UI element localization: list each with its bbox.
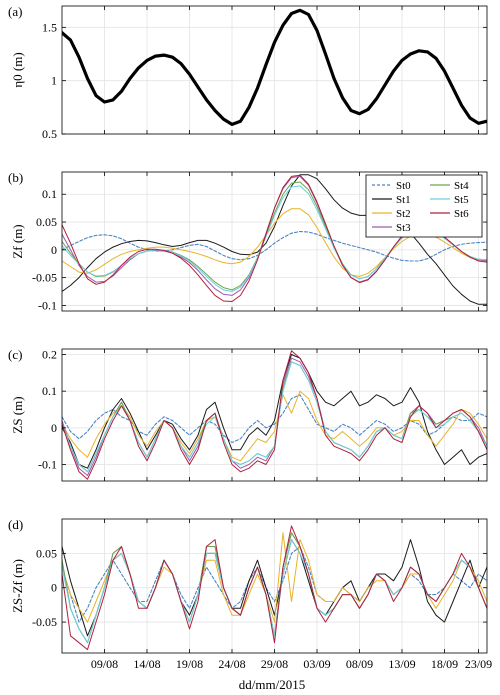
legend: St0 St1 St2 St3 St4 St5 St6 [365,174,483,238]
legend-label-st5: St5 [454,194,469,206]
series-group [62,350,487,480]
x-tick-label: 29/08 [261,657,288,671]
series-line-st6 [62,350,487,480]
y-tick-label: 0.1 [42,187,57,201]
y-tick-label: 0 [51,581,57,595]
y-tick-label: -0.05 [32,271,57,285]
y-tick-label: 0.1 [42,384,57,398]
x-axis-label: dd/mm/2015 [239,677,305,692]
x-tick-label: 08/09 [346,657,373,671]
y-tick-label: -0.1 [38,298,57,312]
x-tick-label: 24/08 [218,657,245,671]
panel-3: -0.1 0 0.1 0.2 (c) ZS (m) [8,347,488,482]
series-line-st0 [62,545,487,623]
x-tick-label: 09/08 [91,657,118,671]
y-tick-label: 0.05 [36,215,57,229]
series-line-st6 [62,525,487,651]
series-line-st0 [62,394,487,444]
y-tick-label: 0 [51,421,57,435]
panel-label: (c) [8,347,22,362]
y-tick-label: 1 [51,74,57,88]
series-line-eta0 [62,8,487,126]
panel-1: 0.5 1 1.5 (a) η0 (m) [8,4,488,141]
y-tick-label: -0.05 [32,615,57,629]
x-tick-label: 13/09 [388,657,415,671]
y-tick-label: 0.05 [36,546,57,560]
x-tick-label: 18/09 [431,657,458,671]
x-tick-label: 14/08 [133,657,160,671]
y-axis-label: η0 (m) [10,52,25,87]
series-line-st1 [62,174,487,305]
series-group [62,8,487,126]
legend-label-st2: St2 [396,208,411,220]
y-axis-label: ZS-Zf (m) [10,559,25,613]
series-group [62,525,487,651]
y-axis-label: Zf (m) [10,224,25,258]
legend-label-st3: St3 [396,222,411,234]
panel-label: (b) [8,170,23,185]
series-line-st0 [62,230,487,262]
panel-4: 09/08 14/08 19/08 24/08 29/08 03/09 08/09 13/09… [8,517,492,671]
y-tick-label: 1.5 [42,20,57,34]
y-tick-label: 0.5 [42,127,57,141]
x-tick-label: 23/09 [465,657,492,671]
x-tick-label: 19/08 [176,657,203,671]
y-tick-label: 0.2 [42,348,57,362]
legend-label-st1: St1 [396,194,411,206]
y-axis-label: ZS (m) [10,396,25,433]
panel-label: (d) [8,517,23,532]
panel-label: (a) [8,4,22,19]
legend-label-st6: St6 [454,208,469,220]
y-tick-label: 0 [51,243,57,257]
x-tick-label: 03/09 [303,657,330,671]
series-line-st1 [62,354,487,469]
y-tick-label: -0.1 [38,458,57,472]
legend-label-st4: St4 [454,180,469,192]
legend-label-st0: St0 [396,180,411,192]
series-line-st2 [62,390,487,462]
